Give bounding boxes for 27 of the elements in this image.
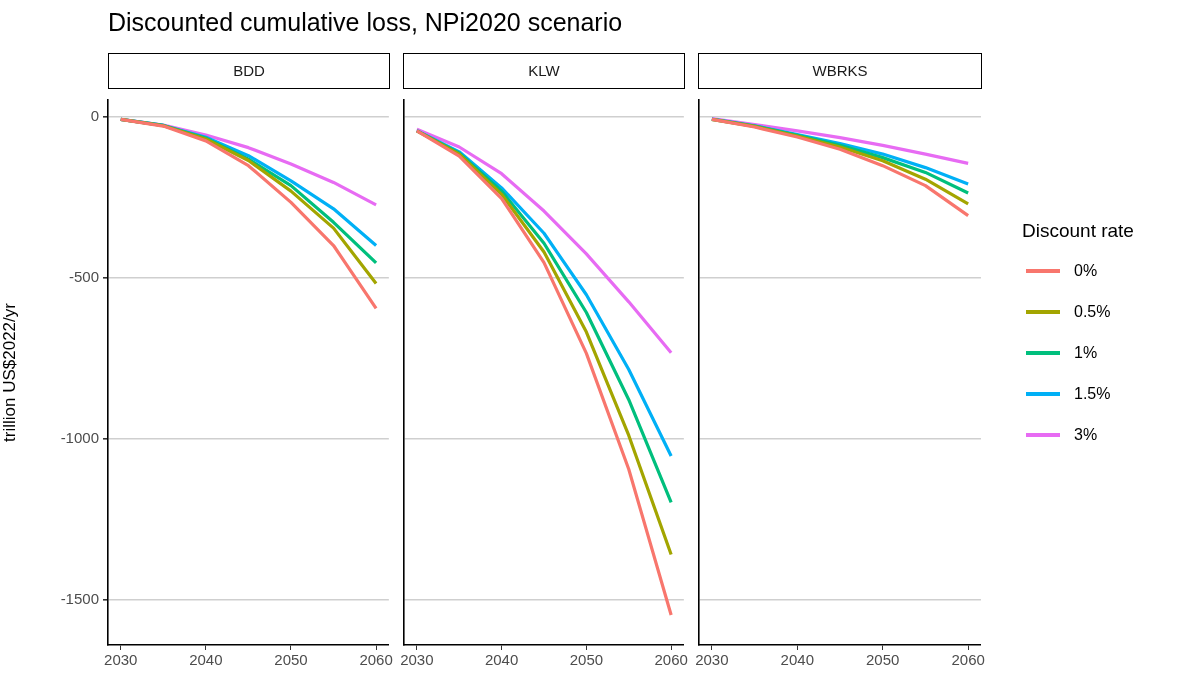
legend-title: Discount rate <box>1022 220 1134 242</box>
chart-subtitle: KLW <box>403 53 685 89</box>
chart-subtitle: WBRKS <box>698 53 982 89</box>
legend-label: 3% <box>1074 425 1098 444</box>
x-tick-label: 2060 <box>951 651 985 669</box>
y-tick-label: 0 <box>90 107 99 125</box>
legend-label: 1% <box>1074 343 1098 362</box>
legend-label: 0.5% <box>1074 302 1111 321</box>
x-tick-label: 2030 <box>104 651 138 669</box>
x-tick-label: 2030 <box>400 651 434 669</box>
x-tick-label: 2040 <box>484 651 519 669</box>
y-axis-title: trillion US$2022/yr <box>0 302 19 442</box>
legend-label: 0% <box>1074 261 1098 280</box>
x-tick-label: 2050 <box>274 651 308 669</box>
chart-subtitle: BDD <box>108 53 390 89</box>
y-tick-label: -500 <box>68 268 99 286</box>
x-tick-label: 2040 <box>780 651 814 669</box>
x-tick-label: 2060 <box>359 651 393 669</box>
x-tick-label: 2060 <box>654 651 688 669</box>
y-tick-label: -1500 <box>60 590 99 608</box>
x-tick-label: 2040 <box>189 651 223 669</box>
chart-title: Discounted cumulative loss, NPi2020 scenario <box>108 8 623 37</box>
x-tick-label: 2050 <box>866 651 900 669</box>
x-tick-label: 2050 <box>569 651 604 669</box>
legend-label: 1.5% <box>1074 384 1111 403</box>
x-tick-label: 2030 <box>695 651 729 669</box>
y-tick-label: -1000 <box>60 429 99 447</box>
